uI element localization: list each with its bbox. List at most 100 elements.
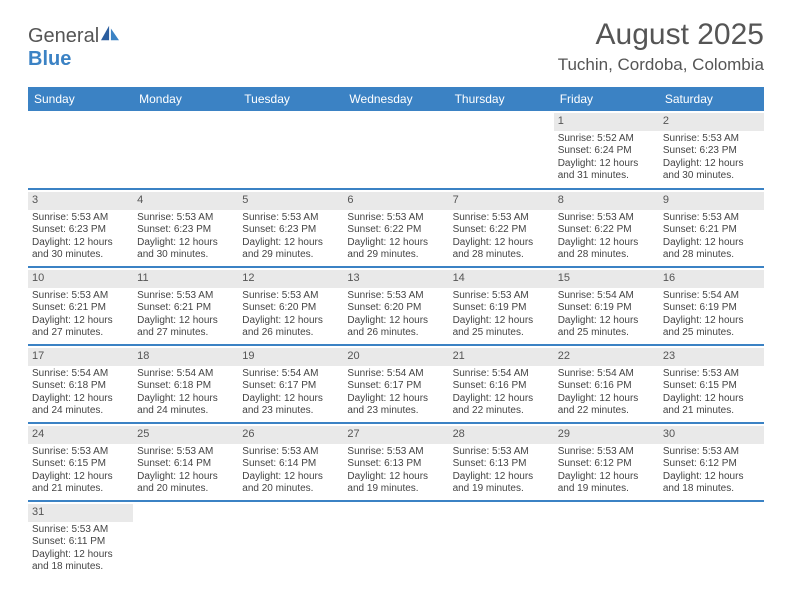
- sunset-line: Sunset: 6:22 PM: [558, 224, 655, 237]
- calendar-empty-cell: [238, 501, 343, 579]
- sunrise-line: Sunrise: 5:54 AM: [137, 368, 234, 381]
- calendar-empty-cell: [449, 501, 554, 579]
- calendar-empty-cell: [554, 501, 659, 579]
- sunset-line: Sunset: 6:22 PM: [453, 224, 550, 237]
- calendar-empty-cell: [238, 111, 343, 189]
- day-header: Thursday: [449, 87, 554, 111]
- day-header: Monday: [133, 87, 238, 111]
- sunset-line: Sunset: 6:18 PM: [137, 380, 234, 393]
- sunrise-line: Sunrise: 5:53 AM: [137, 290, 234, 303]
- sunrise-line: Sunrise: 5:53 AM: [242, 212, 339, 225]
- sunrise-line: Sunrise: 5:53 AM: [347, 212, 444, 225]
- logo-text-blue: Blue: [28, 48, 71, 70]
- calendar-day-cell: 6Sunrise: 5:53 AMSunset: 6:22 PMDaylight…: [343, 189, 448, 267]
- sunset-line: Sunset: 6:12 PM: [663, 458, 760, 471]
- sunrise-line: Sunrise: 5:53 AM: [137, 446, 234, 459]
- daylight-line: Daylight: 12 hours and 30 minutes.: [32, 237, 129, 262]
- calendar-day-cell: 31Sunrise: 5:53 AMSunset: 6:11 PMDayligh…: [28, 501, 133, 579]
- daylight-line: Daylight: 12 hours and 30 minutes.: [663, 158, 760, 183]
- sunset-line: Sunset: 6:15 PM: [663, 380, 760, 393]
- day-number: 3: [28, 192, 133, 210]
- day-header: Tuesday: [238, 87, 343, 111]
- calendar-day-cell: 2Sunrise: 5:53 AMSunset: 6:23 PMDaylight…: [659, 111, 764, 189]
- daylight-line: Daylight: 12 hours and 22 minutes.: [453, 393, 550, 418]
- sunset-line: Sunset: 6:12 PM: [558, 458, 655, 471]
- calendar-header-row: SundayMondayTuesdayWednesdayThursdayFrid…: [28, 87, 764, 111]
- day-number: 9: [659, 192, 764, 210]
- daylight-line: Daylight: 12 hours and 26 minutes.: [242, 315, 339, 340]
- calendar-day-cell: 21Sunrise: 5:54 AMSunset: 6:16 PMDayligh…: [449, 345, 554, 423]
- day-header: Friday: [554, 87, 659, 111]
- calendar-day-cell: 20Sunrise: 5:54 AMSunset: 6:17 PMDayligh…: [343, 345, 448, 423]
- calendar-table: SundayMondayTuesdayWednesdayThursdayFrid…: [28, 87, 764, 579]
- day-number: 4: [133, 192, 238, 210]
- day-number: 24: [28, 426, 133, 444]
- calendar-day-cell: 8Sunrise: 5:53 AMSunset: 6:22 PMDaylight…: [554, 189, 659, 267]
- day-number: 19: [238, 348, 343, 366]
- sunset-line: Sunset: 6:22 PM: [347, 224, 444, 237]
- daylight-line: Daylight: 12 hours and 26 minutes.: [347, 315, 444, 340]
- sunrise-line: Sunrise: 5:53 AM: [242, 446, 339, 459]
- day-number: 29: [554, 426, 659, 444]
- daylight-line: Daylight: 12 hours and 27 minutes.: [137, 315, 234, 340]
- day-number: 1: [554, 113, 659, 131]
- sunrise-line: Sunrise: 5:53 AM: [663, 368, 760, 381]
- sunrise-line: Sunrise: 5:53 AM: [32, 212, 129, 225]
- sunset-line: Sunset: 6:13 PM: [347, 458, 444, 471]
- calendar-day-cell: 23Sunrise: 5:53 AMSunset: 6:15 PMDayligh…: [659, 345, 764, 423]
- calendar-day-cell: 14Sunrise: 5:53 AMSunset: 6:19 PMDayligh…: [449, 267, 554, 345]
- calendar-day-cell: 17Sunrise: 5:54 AMSunset: 6:18 PMDayligh…: [28, 345, 133, 423]
- sunrise-line: Sunrise: 5:53 AM: [663, 446, 760, 459]
- sunset-line: Sunset: 6:13 PM: [453, 458, 550, 471]
- calendar-day-cell: 27Sunrise: 5:53 AMSunset: 6:13 PMDayligh…: [343, 423, 448, 501]
- daylight-line: Daylight: 12 hours and 25 minutes.: [663, 315, 760, 340]
- sunrise-line: Sunrise: 5:54 AM: [663, 290, 760, 303]
- calendar-day-cell: 25Sunrise: 5:53 AMSunset: 6:14 PMDayligh…: [133, 423, 238, 501]
- sunrise-line: Sunrise: 5:53 AM: [558, 446, 655, 459]
- daylight-line: Daylight: 12 hours and 19 minutes.: [453, 471, 550, 496]
- calendar-day-cell: 10Sunrise: 5:53 AMSunset: 6:21 PMDayligh…: [28, 267, 133, 345]
- calendar-day-cell: 30Sunrise: 5:53 AMSunset: 6:12 PMDayligh…: [659, 423, 764, 501]
- daylight-line: Daylight: 12 hours and 28 minutes.: [453, 237, 550, 262]
- calendar-day-cell: 4 Sunrise: 5:53 AMSunset: 6:23 PMDaylight…: [133, 189, 238, 267]
- sunset-line: Sunset: 6:21 PM: [32, 302, 129, 315]
- sunrise-line: Sunrise: 5:53 AM: [453, 212, 550, 225]
- day-number: 8: [554, 192, 659, 210]
- calendar-empty-cell: [343, 111, 448, 189]
- day-number: 16: [659, 270, 764, 288]
- sunrise-line: Sunrise: 5:54 AM: [453, 368, 550, 381]
- daylight-line: Daylight: 12 hours and 22 minutes.: [558, 393, 655, 418]
- calendar-week-row: 3Sunrise: 5:53 AMSunset: 6:23 PMDaylight…: [28, 189, 764, 267]
- sunset-line: Sunset: 6:23 PM: [137, 224, 234, 237]
- calendar-day-cell: 22Sunrise: 5:54 AMSunset: 6:16 PMDayligh…: [554, 345, 659, 423]
- sunset-line: Sunset: 6:11 PM: [32, 536, 129, 549]
- day-number: 31: [28, 504, 133, 522]
- sunset-line: Sunset: 6:15 PM: [32, 458, 129, 471]
- sunrise-line: Sunrise: 5:54 AM: [32, 368, 129, 381]
- logo-text: GeneralBlue: [28, 24, 121, 71]
- sunrise-line: Sunrise: 5:53 AM: [453, 290, 550, 303]
- day-number: 30: [659, 426, 764, 444]
- sunrise-line: Sunrise: 5:53 AM: [32, 290, 129, 303]
- day-header: Sunday: [28, 87, 133, 111]
- sunrise-line: Sunrise: 5:54 AM: [242, 368, 339, 381]
- sunset-line: Sunset: 6:24 PM: [558, 145, 655, 158]
- daylight-line: Daylight: 12 hours and 24 minutes.: [137, 393, 234, 418]
- calendar-day-cell: 9Sunrise: 5:53 AMSunset: 6:21 PMDaylight…: [659, 189, 764, 267]
- calendar-week-row: 1Sunrise: 5:52 AMSunset: 6:24 PMDaylight…: [28, 111, 764, 189]
- calendar-empty-cell: [133, 501, 238, 579]
- sunset-line: Sunset: 6:19 PM: [558, 302, 655, 315]
- day-number: 18: [133, 348, 238, 366]
- day-number: 21: [449, 348, 554, 366]
- location: Tuchin, Cordoba, Colombia: [558, 55, 764, 75]
- month-title: August 2025: [558, 18, 764, 52]
- daylight-line: Daylight: 12 hours and 25 minutes.: [558, 315, 655, 340]
- header: GeneralBlue August 2025 Tuchin, Cordoba,…: [0, 0, 792, 79]
- calendar-day-cell: 19Sunrise: 5:54 AMSunset: 6:17 PMDayligh…: [238, 345, 343, 423]
- daylight-line: Daylight: 12 hours and 30 minutes.: [137, 237, 234, 262]
- calendar-empty-cell: [659, 501, 764, 579]
- sunrise-line: Sunrise: 5:54 AM: [558, 368, 655, 381]
- sunrise-line: Sunrise: 5:53 AM: [453, 446, 550, 459]
- day-number: 2: [659, 113, 764, 131]
- sunrise-line: Sunrise: 5:53 AM: [137, 212, 234, 225]
